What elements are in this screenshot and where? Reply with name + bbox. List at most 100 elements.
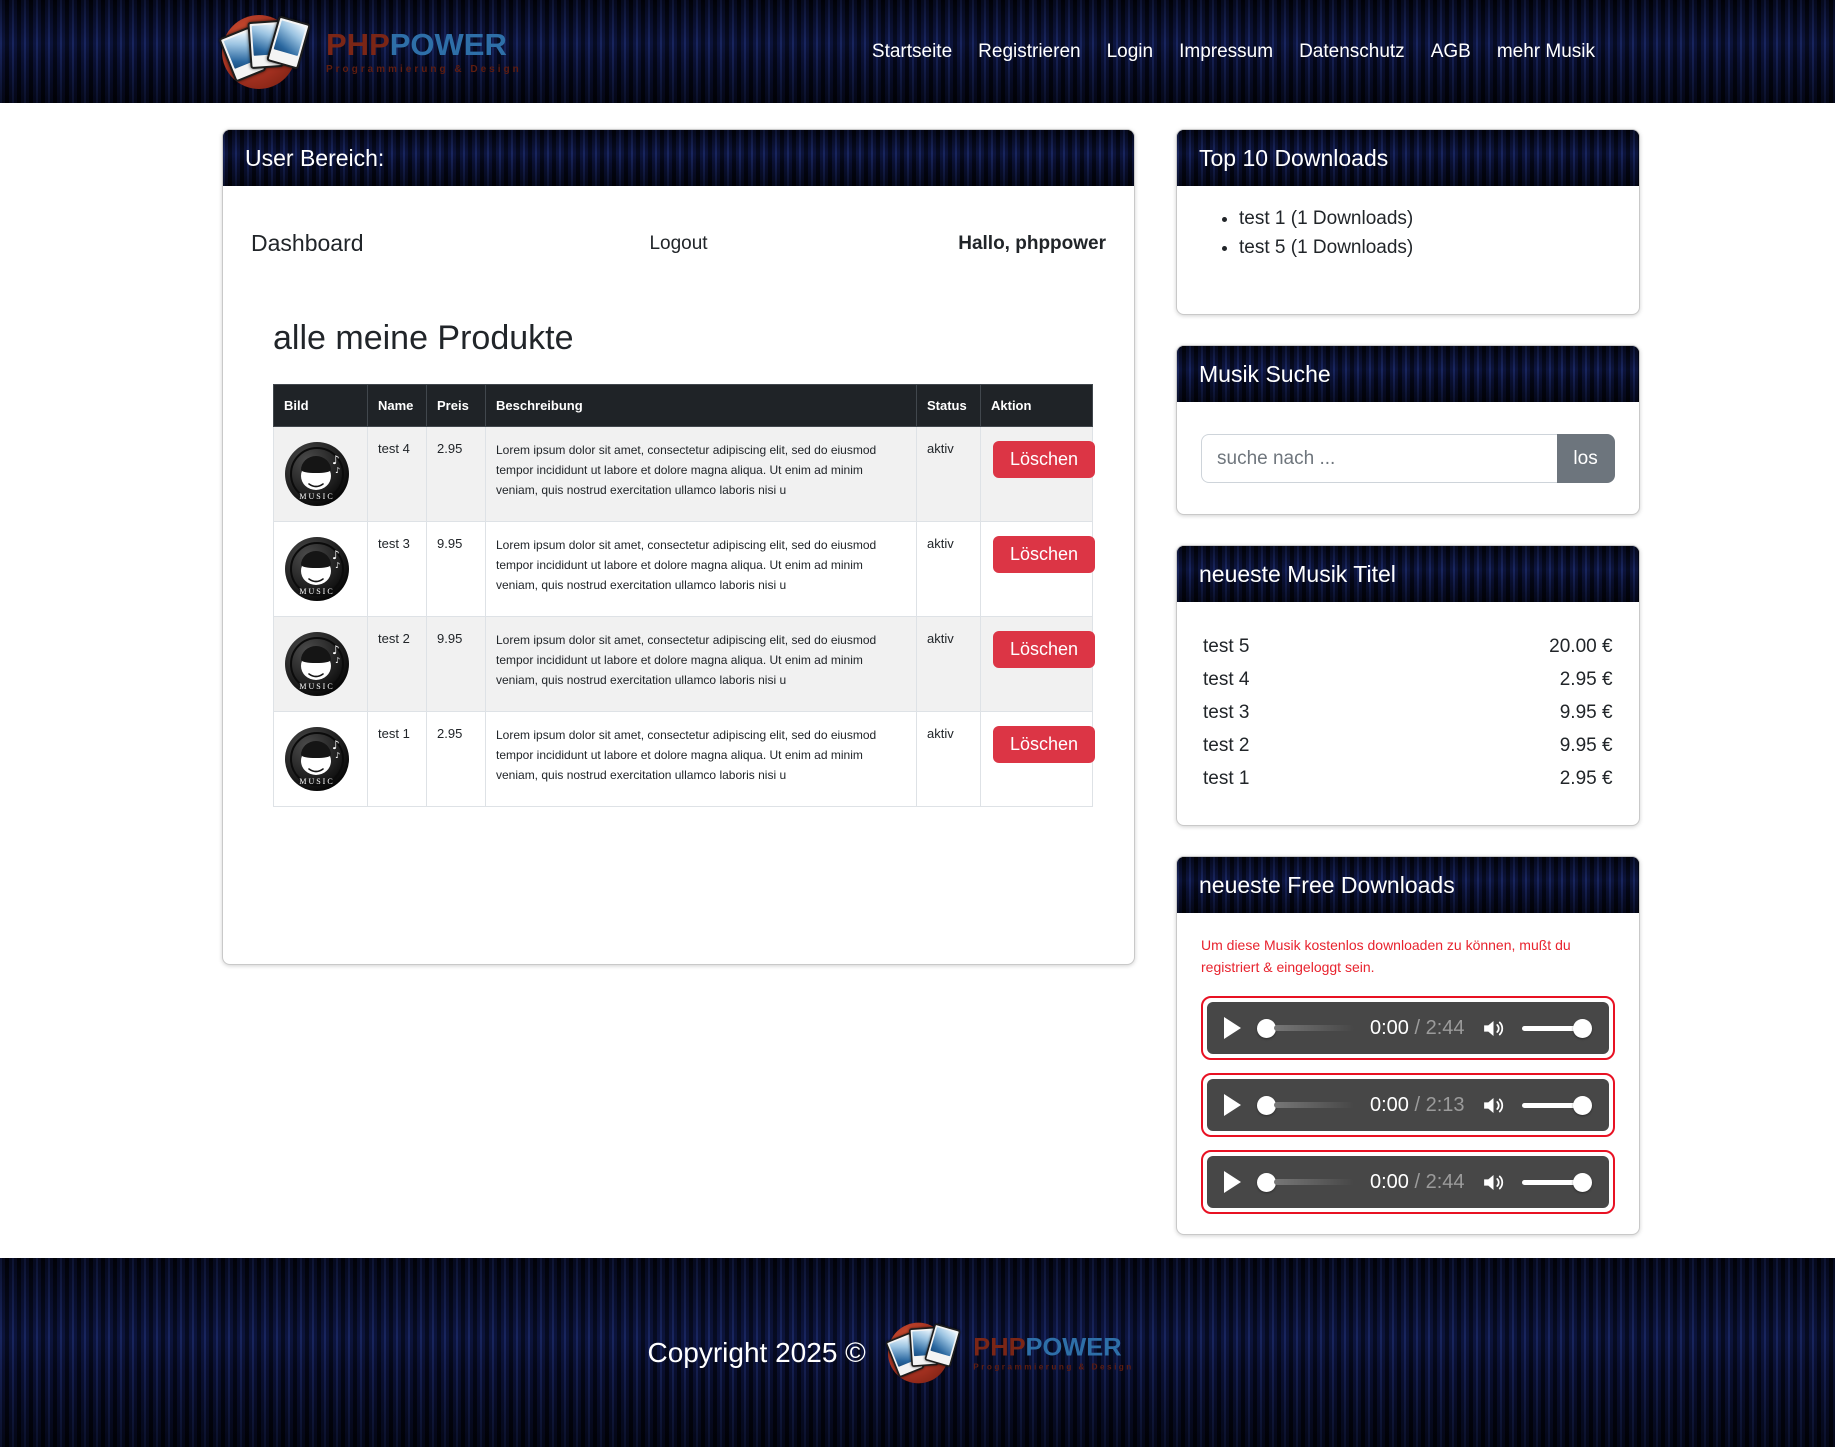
site-footer: Copyright 2025 © PHPPOWER Programmierung… [0, 1258, 1835, 1447]
table-row: ♪ ♪ MUSIC test 2 9.95 Lorem ipsum dolor … [273, 616, 1096, 712]
audio-player: 0:00 / 2:13 [1201, 1073, 1615, 1138]
search-input[interactable] [1201, 434, 1557, 483]
play-icon[interactable] [1224, 1094, 1241, 1117]
product-price: 2.95 [426, 711, 486, 807]
product-status: aktiv [916, 521, 981, 617]
nav-datenschutz[interactable]: Datenschutz [1299, 40, 1405, 62]
svg-text:♪: ♪ [332, 548, 340, 562]
product-price: 9.95 [426, 616, 486, 712]
svg-text:MUSIC: MUSIC [299, 682, 334, 691]
time-display: 0:00 / 2:44 [1370, 1016, 1465, 1039]
product-description: Lorem ipsum dolor sit amet, consectetur … [485, 426, 917, 522]
volume-icon[interactable] [1481, 1093, 1506, 1118]
main-content: User Bereich: Dashboard Logout Hallo, ph… [0, 103, 1835, 1258]
title-price: 2.95 € [1559, 768, 1613, 789]
delete-button[interactable]: Löschen [993, 631, 1096, 668]
nav-startseite[interactable]: Startseite [871, 40, 953, 62]
volume-slider[interactable] [1521, 1018, 1592, 1038]
product-price: 2.95 [426, 426, 486, 522]
delete-button[interactable]: Löschen [993, 726, 1096, 763]
list-item: test 5 (1 Downloads) [1239, 237, 1639, 259]
list-item: test 2 9.95 € [1203, 729, 1613, 762]
product-name: test 3 [367, 521, 427, 617]
music-product-icon: ♪ ♪ MUSIC [285, 727, 349, 791]
list-item: test 4 2.95 € [1203, 663, 1613, 696]
newest-titles-panel: neueste Musik Titel test 5 20.00 € test … [1176, 545, 1640, 826]
audio-player: 0:00 / 2:44 [1201, 996, 1615, 1061]
dashboard-link[interactable]: Dashboard [251, 230, 364, 256]
volume-slider[interactable] [1521, 1095, 1592, 1115]
nav-login[interactable]: Login [1106, 40, 1154, 62]
list-item: test 5 20.00 € [1203, 630, 1613, 663]
free-downloads-title: neueste Free Downloads [1177, 857, 1639, 913]
list-item: test 3 9.95 € [1203, 696, 1613, 729]
products-heading: alle meine Produkte [273, 319, 574, 357]
list-item: test 1 (1 Downloads) [1239, 208, 1639, 230]
col-aktion: Aktion [980, 384, 1093, 427]
svg-text:♪: ♪ [332, 643, 340, 657]
newest-titles-title: neueste Musik Titel [1177, 546, 1639, 602]
time-display: 0:00 / 2:13 [1370, 1093, 1465, 1116]
svg-text:♪: ♪ [335, 466, 340, 475]
table-row: ♪ ♪ MUSIC test 3 9.95 Lorem ipsum dolor … [273, 521, 1096, 617]
music-product-icon: ♪ ♪ MUSIC [285, 632, 349, 696]
time-display: 0:00 / 2:44 [1370, 1170, 1465, 1193]
free-downloads-panel: neueste Free Downloads Um diese Musik ko… [1176, 856, 1640, 1235]
music-search-title: Musik Suche [1177, 346, 1639, 402]
brand-name: PHPPOWER [973, 1332, 1122, 1361]
svg-text:MUSIC: MUSIC [299, 492, 334, 501]
site-header: PHPPOWER Programmierung & Design Startse… [0, 0, 1835, 103]
volume-icon[interactable] [1481, 1170, 1506, 1195]
col-bild: Bild [273, 384, 368, 427]
products-table: Bild Name Preis Beschreibung Status Akti… [273, 384, 1096, 807]
title-name: test 5 [1203, 636, 1250, 657]
title-name: test 2 [1203, 735, 1250, 756]
seek-slider[interactable] [1257, 1018, 1354, 1038]
play-icon[interactable] [1224, 1017, 1241, 1040]
phppower-logo-footer: PHPPOWER Programmierung & Design [884, 1317, 1134, 1388]
seek-slider[interactable] [1257, 1095, 1354, 1115]
brand-tagline: Programmierung & Design [973, 1362, 1134, 1372]
copyright-text: Copyright 2025 © [647, 1336, 866, 1368]
user-area-toolbar: Dashboard Logout Hallo, phppower [223, 186, 1134, 257]
col-preis: Preis [426, 384, 486, 427]
main-nav: Startseite Registrieren Login Impressum … [862, 35, 1605, 69]
col-status: Status [916, 384, 981, 427]
top-downloads-title: Top 10 Downloads [1177, 130, 1639, 186]
delete-button[interactable]: Löschen [993, 441, 1096, 478]
title-name: test 4 [1203, 669, 1250, 690]
play-icon[interactable] [1224, 1171, 1241, 1194]
music-product-icon: ♪ ♪ MUSIC [285, 537, 349, 601]
title-name: test 3 [1203, 702, 1250, 723]
music-product-icon: ♪ ♪ MUSIC [285, 442, 349, 506]
product-name: test 1 [367, 711, 427, 807]
sidebar: Top 10 Downloads test 1 (1 Downloads) te… [1176, 129, 1640, 1265]
logout-link[interactable]: Logout [649, 232, 708, 254]
search-go-button[interactable]: los [1556, 434, 1615, 483]
svg-text:MUSIC: MUSIC [299, 777, 334, 786]
product-description: Lorem ipsum dolor sit amet, consectetur … [485, 711, 917, 807]
volume-slider[interactable] [1521, 1172, 1592, 1192]
nav-agb[interactable]: AGB [1430, 40, 1471, 62]
title-price: 9.95 € [1559, 735, 1613, 756]
music-search-panel: Musik Suche los [1176, 345, 1640, 515]
top-downloads-panel: Top 10 Downloads test 1 (1 Downloads) te… [1176, 129, 1640, 315]
title-name: test 1 [1203, 768, 1250, 789]
brand-tagline: Programmierung & Design [326, 63, 522, 75]
newest-titles-list: test 5 20.00 € test 4 2.95 € test 3 9.95… [1177, 602, 1639, 823]
nav-impressum[interactable]: Impressum [1179, 40, 1274, 62]
product-status: aktiv [916, 711, 981, 807]
volume-icon[interactable] [1481, 1016, 1506, 1041]
col-beschreibung: Beschreibung [485, 384, 917, 427]
delete-button[interactable]: Löschen [993, 536, 1096, 573]
nav-mehr-musik[interactable]: mehr Musik [1496, 40, 1595, 62]
title-price: 20.00 € [1549, 636, 1613, 657]
audio-player: 0:00 / 2:44 [1201, 1150, 1615, 1215]
table-header-row: Bild Name Preis Beschreibung Status Akti… [273, 384, 1093, 427]
seek-slider[interactable] [1257, 1172, 1354, 1192]
phppower-logo[interactable]: PHPPOWER Programmierung & Design [218, 9, 522, 95]
svg-text:♪: ♪ [335, 561, 340, 570]
user-greeting: Hallo, phppower [958, 232, 1106, 254]
nav-registrieren[interactable]: Registrieren [978, 40, 1081, 62]
svg-text:♪: ♪ [332, 738, 340, 752]
